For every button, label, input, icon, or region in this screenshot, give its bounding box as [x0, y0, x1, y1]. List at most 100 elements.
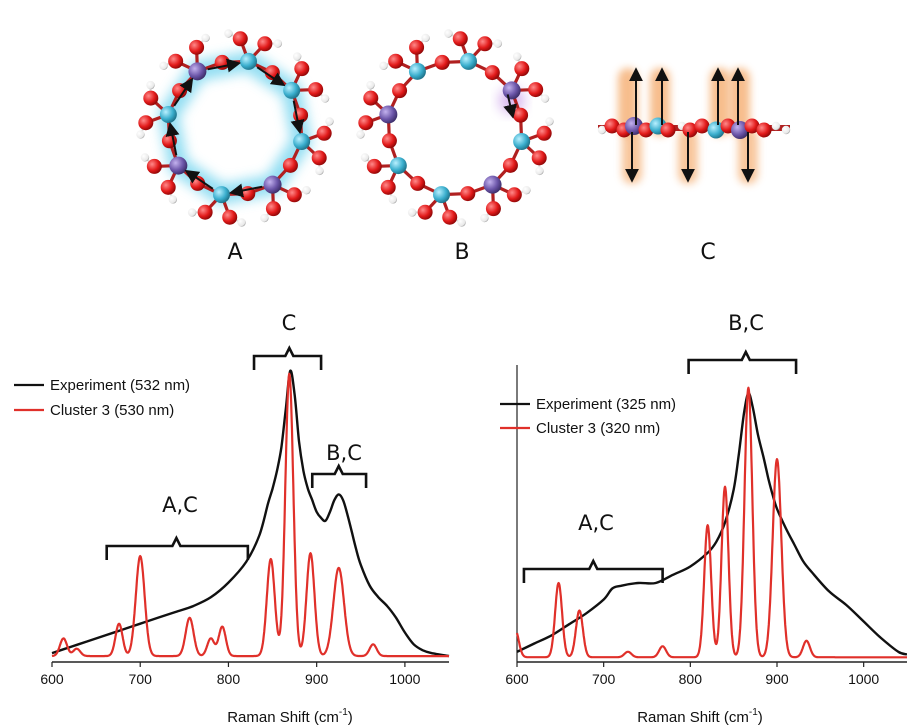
- panel-label-a: A: [227, 240, 242, 265]
- oxygen-atom: [392, 83, 408, 99]
- oxygen-atom: [460, 186, 476, 202]
- annotation-bracket: [252, 345, 323, 370]
- aluminum-atom: [263, 175, 282, 194]
- aluminum-atom: [169, 156, 188, 175]
- silicon-atom: [212, 186, 230, 204]
- oxygen-atom: [744, 118, 760, 134]
- hydrogen-atom: [315, 166, 324, 176]
- chart1-x-axis-label: Raman Shift (cm-1): [227, 707, 353, 726]
- oxygen-atom: [604, 118, 620, 134]
- hydrogen-atom: [136, 130, 145, 139]
- oxygen-atom: [381, 133, 397, 149]
- vibration-arrow: [228, 183, 263, 198]
- aluminum-atom: [188, 62, 207, 81]
- hydrogen-atom: [781, 125, 791, 135]
- silicon-atom: [293, 133, 311, 151]
- chart1-annotation-c: C: [282, 311, 297, 335]
- oxygen-atom: [506, 187, 522, 203]
- annotation-bracket: [687, 349, 798, 374]
- silicon-atom: [283, 81, 301, 99]
- x-tick-label: 900: [305, 671, 329, 687]
- chart2-ticks: 600 700 800 900 1000: [505, 662, 879, 687]
- aluminum-atom: [379, 105, 398, 124]
- legend-label-cluster-320: Cluster 3 (320 nm): [536, 420, 660, 437]
- aluminum-atom: [625, 117, 643, 135]
- chart1-legend: Experiment (532 nm) Cluster 3 (530 nm): [14, 377, 190, 419]
- hydrogen-atom: [388, 195, 398, 204]
- oxygen-atom: [143, 90, 159, 106]
- legend-label-experiment-325: Experiment (325 nm): [536, 396, 676, 413]
- series-line-cluster: [515, 386, 907, 659]
- silicon-atom: [460, 52, 478, 70]
- hydrogen-atom: [168, 195, 178, 204]
- hydrogen-atom: [512, 52, 522, 61]
- oxygen-atom: [528, 82, 544, 98]
- vibration-arrow: [290, 100, 305, 135]
- chart1-annotation-bc: B,C: [326, 441, 362, 465]
- oxygen-atom: [189, 39, 205, 55]
- oxygen-atom: [160, 179, 176, 195]
- x-tick-label: 700: [592, 671, 616, 687]
- oxygen-atom: [138, 115, 154, 131]
- hydrogen-atom: [379, 61, 388, 71]
- oxygen-atom: [311, 150, 327, 166]
- silicon-atom: [389, 157, 407, 175]
- vibration-arrow: [256, 66, 286, 87]
- oxygen-atom: [358, 115, 374, 131]
- hydrogen-atom: [201, 33, 210, 43]
- oxygen-atom: [531, 150, 547, 166]
- aluminum-atom: [502, 81, 521, 100]
- hydrogen-atom: [480, 213, 489, 223]
- silicon-atom: [240, 52, 258, 70]
- oxygen-atom: [197, 204, 213, 220]
- hydrogen-atom: [535, 166, 544, 176]
- panel-label-b: B: [454, 240, 469, 265]
- vibration-highlight: [730, 68, 750, 136]
- vibration-highlight: [710, 68, 730, 136]
- oxygen-atom: [410, 175, 426, 191]
- annotation-bracket: [105, 535, 250, 560]
- oxygen-atom: [294, 61, 310, 77]
- molecule-panel-a: [136, 29, 334, 227]
- oxygen-atom: [409, 39, 425, 55]
- aluminum-atom: [483, 175, 502, 194]
- silicon-atom: [408, 62, 426, 80]
- oxygen-atom: [366, 158, 382, 174]
- chart2-x-axis: [516, 365, 907, 663]
- oxygen-atom: [477, 36, 493, 52]
- oxygen-atom: [756, 122, 772, 138]
- oxygen-atom: [484, 65, 500, 81]
- silicon-atom: [432, 186, 450, 204]
- vibration-arrow: [165, 121, 180, 156]
- silicon-atom: [513, 133, 531, 151]
- x-tick-label: 700: [129, 671, 153, 687]
- legend-label-experiment-532: Experiment (532 nm): [50, 377, 190, 394]
- oxygen-atom: [363, 90, 379, 106]
- hydrogen-atom: [224, 29, 233, 38]
- hydrogen-atom: [273, 39, 283, 48]
- annotation-bracket: [522, 558, 664, 583]
- hydrogen-atom: [146, 80, 155, 90]
- oxygen-atom: [502, 157, 518, 173]
- chart1-ticks: 600 700 800 900 1000: [40, 662, 421, 687]
- oxygen-atom: [286, 187, 302, 203]
- hydrogen-atom: [159, 61, 168, 71]
- annotation-bracket: [310, 463, 368, 488]
- hydrogen-atom: [457, 218, 466, 227]
- vibration-arrow: [503, 94, 517, 119]
- raman-chart-325: 600 700 800 900 1000 Experiment (325 nm) Clu…: [500, 311, 907, 726]
- oxygen-atom: [485, 201, 501, 217]
- chart2-annotation-bc: B,C: [728, 311, 764, 335]
- hydrogen-atom: [260, 213, 269, 223]
- vibration-arrow: [173, 77, 194, 107]
- hydrogen-atom: [771, 121, 781, 131]
- hydrogen-atom: [545, 117, 554, 126]
- x-tick-label: 800: [679, 671, 703, 687]
- oxygen-atom: [308, 82, 324, 98]
- oxygen-atom: [146, 158, 162, 174]
- oxygen-atom: [222, 209, 238, 225]
- hydrogen-atom: [597, 125, 607, 135]
- hydrogen-atom: [493, 39, 503, 48]
- hydrogen-atom: [356, 130, 365, 139]
- oxygen-atom: [380, 179, 396, 195]
